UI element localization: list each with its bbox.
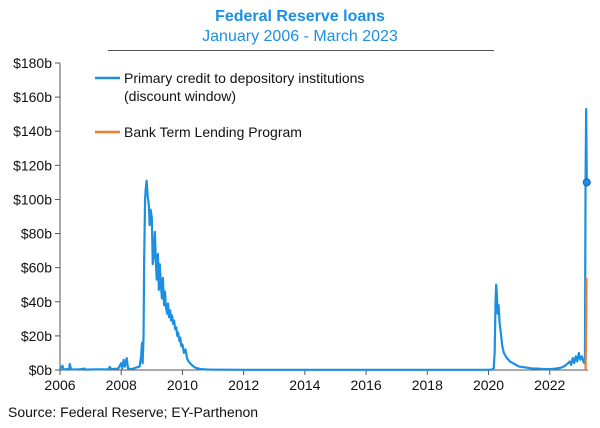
x-tick-label: 2014 (289, 377, 320, 393)
x-tick-label: 2010 (167, 377, 198, 393)
series-lines (59, 107, 591, 371)
y-tick-label: $160b (13, 89, 52, 105)
x-tick-label: 2008 (106, 377, 137, 393)
y-tick-label: $40b (21, 294, 52, 310)
chart-subtitle: January 2006 - March 2023 (202, 28, 398, 45)
y-tick-label: $120b (13, 157, 52, 173)
x-tick-label: 2020 (473, 377, 504, 393)
y-tick-label: $0b (29, 362, 53, 378)
data-point-marker (582, 178, 591, 187)
y-tick-label: $180b (13, 55, 52, 71)
legend: Primary credit to depository institution… (95, 70, 364, 140)
y-tick-label: $100b (13, 191, 52, 207)
chart-title: Federal Reserve loans (215, 8, 385, 25)
y-tick-label: $60b (21, 260, 52, 276)
x-tick-label: 2012 (228, 377, 259, 393)
series-line-bank-term-lending-program (584, 277, 588, 371)
series-line-primary-credit-to-depository-institution (59, 107, 588, 371)
y-tick-label: $80b (21, 226, 52, 242)
legend-label: Bank Term Lending Program (124, 124, 302, 140)
x-tick-label: 2016 (351, 377, 382, 393)
y-tick-label: $140b (13, 123, 52, 139)
source-note: Source: Federal Reserve; EY-Parthenon (8, 404, 259, 420)
legend-label: Primary credit to depository institution… (124, 70, 364, 86)
y-tick-label: $20b (21, 328, 52, 344)
legend-label: (discount window) (124, 88, 236, 104)
x-tick-label: 2018 (412, 377, 443, 393)
x-tick-label: 2006 (44, 377, 75, 393)
title-divider (108, 50, 494, 51)
x-tick-label: 2022 (534, 377, 565, 393)
